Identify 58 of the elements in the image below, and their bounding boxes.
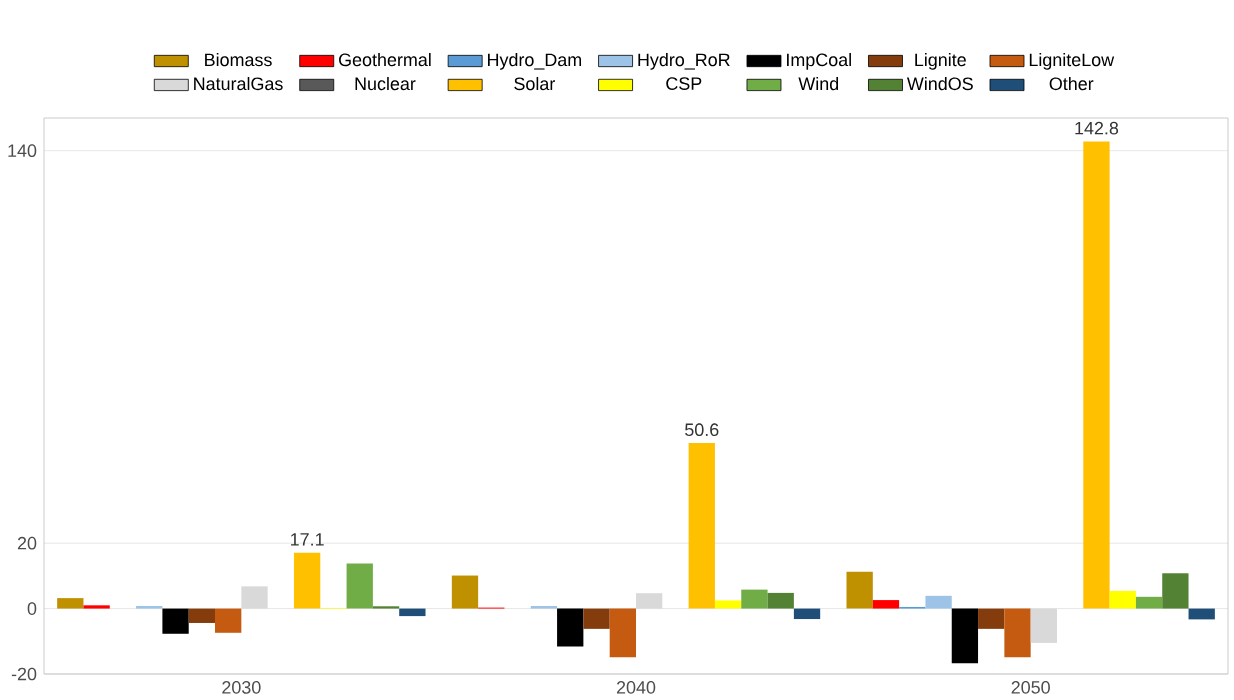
data-label: 50.6 xyxy=(685,423,719,436)
data-label: 17.1 xyxy=(291,533,324,546)
legend-label: Hydro_RoR xyxy=(638,52,730,70)
bar xyxy=(530,605,558,609)
x-tick-label: 2030 xyxy=(222,680,261,694)
legend-label: NaturalGas xyxy=(194,76,283,90)
legend-label: ImpCoal xyxy=(787,52,851,70)
legend-label: CSP xyxy=(666,77,702,90)
x-tick-label: 2050 xyxy=(1011,680,1050,694)
legend-label: Nuclear xyxy=(355,76,416,90)
bar xyxy=(1188,608,1215,620)
bar xyxy=(57,597,84,609)
bar xyxy=(1135,596,1163,609)
bar xyxy=(241,586,268,609)
bar xyxy=(846,571,873,609)
data-label: 142.8 xyxy=(1075,121,1119,135)
legend-label: Hydro_Dam xyxy=(488,52,582,70)
y-tick-label: 20 xyxy=(17,536,37,550)
bar xyxy=(451,575,479,609)
legend-label: Wind xyxy=(798,76,839,90)
bar xyxy=(557,608,584,647)
bar xyxy=(1004,608,1031,658)
bar xyxy=(346,563,373,609)
bar xyxy=(714,600,742,609)
bar xyxy=(1162,573,1189,609)
bar xyxy=(1083,141,1110,609)
bar xyxy=(293,552,321,609)
bar xyxy=(1030,608,1057,643)
bar xyxy=(636,593,663,609)
y-tick-label: 0 xyxy=(27,602,37,615)
bar xyxy=(609,608,636,658)
bar xyxy=(741,589,768,609)
y-tick-label: 140 xyxy=(8,144,37,157)
legend-label: Other xyxy=(1049,76,1094,90)
bar xyxy=(767,592,794,609)
x-tick-label: 2040 xyxy=(616,680,656,694)
bar xyxy=(978,608,1005,629)
legend-label: Solar xyxy=(514,76,556,90)
bar xyxy=(136,605,163,609)
bar xyxy=(951,608,979,664)
bar xyxy=(583,608,610,629)
bar xyxy=(188,608,216,623)
bar xyxy=(793,608,821,619)
bar xyxy=(688,442,715,609)
bar xyxy=(925,595,952,609)
legend-label: Geothermal xyxy=(339,52,431,67)
legend-label: WindOS xyxy=(906,76,973,90)
legend-label: LigniteLow xyxy=(1029,52,1115,70)
bar xyxy=(215,608,242,633)
bar xyxy=(83,605,110,609)
legend-label: Lignite xyxy=(915,52,966,70)
bar xyxy=(372,606,400,609)
y-tick-label: -20 xyxy=(11,667,37,681)
legend-label: Biomass xyxy=(205,52,272,67)
bar xyxy=(872,599,900,609)
bar xyxy=(162,608,189,634)
bar xyxy=(399,608,426,616)
bar xyxy=(1109,590,1136,609)
